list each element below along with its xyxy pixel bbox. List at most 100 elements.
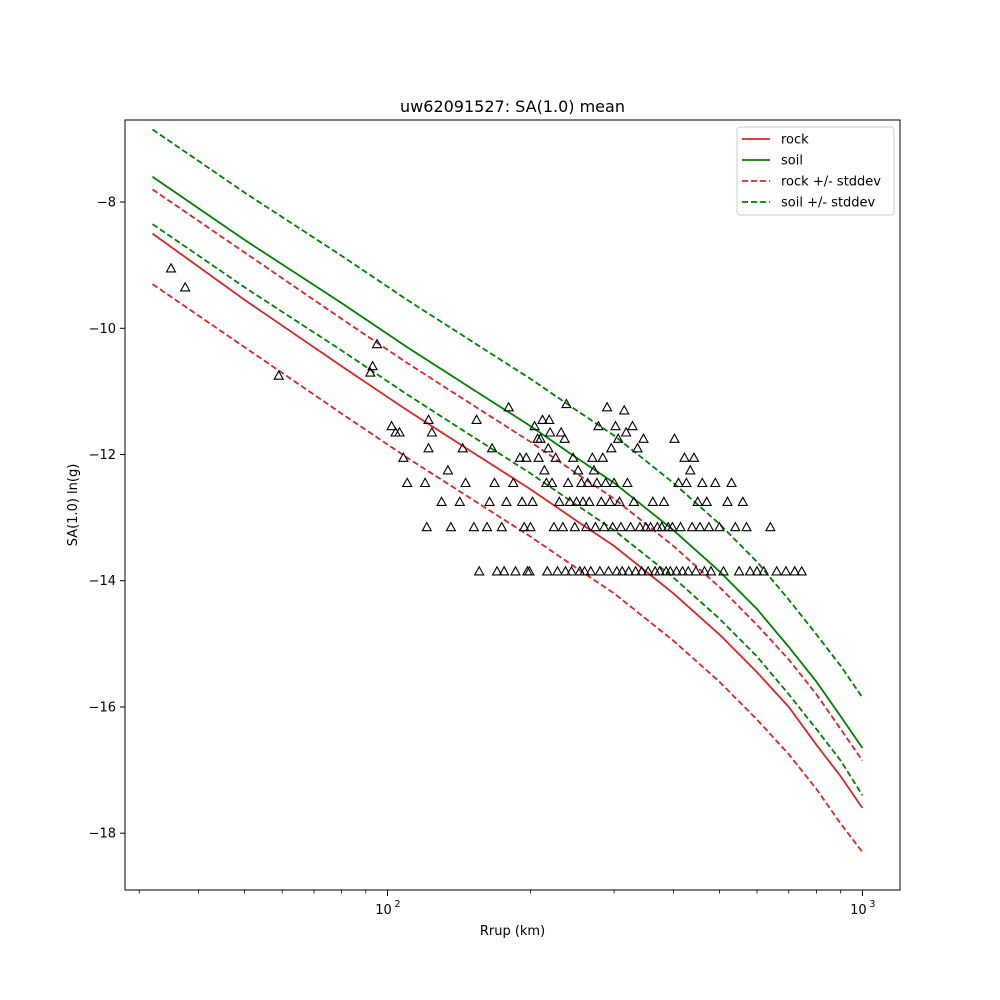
data-point (426, 426, 438, 437)
data-point (544, 426, 556, 437)
data-point (562, 477, 574, 488)
data-point (535, 433, 546, 443)
data-point (516, 496, 528, 506)
data-point (627, 420, 638, 431)
data-point (664, 565, 676, 576)
series-line-2 (151, 188, 864, 762)
data-point (541, 565, 553, 576)
data-point (419, 477, 431, 488)
data-point (713, 521, 725, 532)
y-tick-label: −14 (89, 574, 116, 589)
data-point (694, 521, 706, 532)
y-tick-label: −18 (89, 827, 116, 842)
data-point (569, 521, 581, 532)
data-point (567, 452, 579, 462)
data-point (703, 521, 715, 532)
data-point (692, 496, 704, 506)
data-point (367, 360, 379, 371)
data-point (620, 426, 632, 437)
data-point (688, 452, 700, 462)
legend: rock soil rock +/- stddev soil +/- stddev (736, 126, 895, 216)
data-point (729, 521, 741, 532)
data-point (546, 477, 558, 488)
data-point (542, 442, 554, 453)
x-tick-label-exponent: 2 (394, 899, 400, 910)
data-point (560, 398, 572, 409)
data-point (673, 477, 684, 488)
data-point (647, 496, 659, 506)
data-point (634, 521, 646, 532)
data-point (273, 369, 285, 380)
data-point (684, 464, 696, 475)
y-tick-label: −10 (89, 322, 116, 337)
data-point (598, 521, 610, 532)
data-point (552, 565, 563, 576)
data-point (595, 496, 607, 506)
data-point (758, 565, 770, 576)
data-point (540, 477, 552, 488)
data-point (610, 420, 621, 431)
x-tick-label: 10 (850, 903, 867, 918)
data-point (614, 496, 625, 506)
data-point (533, 452, 545, 462)
data-point (518, 521, 530, 532)
data-point (564, 496, 576, 506)
data-point (577, 496, 589, 506)
data-point (550, 452, 562, 462)
data-point (642, 565, 654, 576)
data-point (623, 565, 635, 576)
data-point (671, 565, 682, 576)
data-point (656, 521, 668, 532)
data-point (615, 521, 627, 532)
legend-box (736, 126, 895, 216)
data-point (386, 420, 398, 431)
series-line-0 (151, 232, 864, 809)
data-point (397, 452, 409, 462)
data-point (686, 521, 698, 532)
data-point (701, 496, 713, 506)
data-point (553, 496, 565, 506)
data-point (529, 420, 541, 431)
data-point (179, 281, 191, 292)
y-axis-label: SA(1.0) ln(g) (66, 464, 81, 547)
y-tick-label: −8 (97, 196, 116, 211)
data-point (484, 496, 496, 506)
data-point (658, 496, 670, 506)
data-point (537, 414, 548, 424)
data-point (618, 404, 630, 415)
series-line-5 (151, 223, 864, 796)
data-point (586, 452, 598, 462)
data-point (636, 565, 648, 576)
data-point (677, 565, 688, 576)
data-point (630, 565, 642, 576)
data-point (616, 565, 628, 576)
data-point (764, 521, 776, 532)
data-point (364, 366, 376, 377)
data-point (473, 565, 485, 576)
data-point (601, 401, 613, 412)
data-point (585, 565, 597, 576)
data-point (583, 496, 595, 506)
data-point (625, 521, 637, 532)
legend-label: soil +/- stddev (781, 196, 876, 211)
data-point (468, 521, 480, 532)
data-point (421, 521, 433, 532)
data-point (666, 521, 678, 532)
data-point (591, 477, 603, 488)
data-point (582, 477, 594, 488)
data-point (500, 496, 512, 506)
data-point (514, 452, 526, 462)
data-point (165, 262, 177, 273)
y-tick-label: −12 (89, 448, 116, 463)
data-point (555, 426, 567, 437)
data-point (454, 496, 466, 506)
data-point (489, 477, 500, 488)
data-point (520, 452, 532, 462)
data-point (654, 565, 666, 576)
data-point (481, 521, 493, 532)
data-point (491, 565, 503, 576)
data-point (436, 496, 448, 506)
data-point (780, 565, 792, 576)
data-point (621, 477, 633, 488)
data-point (592, 420, 604, 431)
